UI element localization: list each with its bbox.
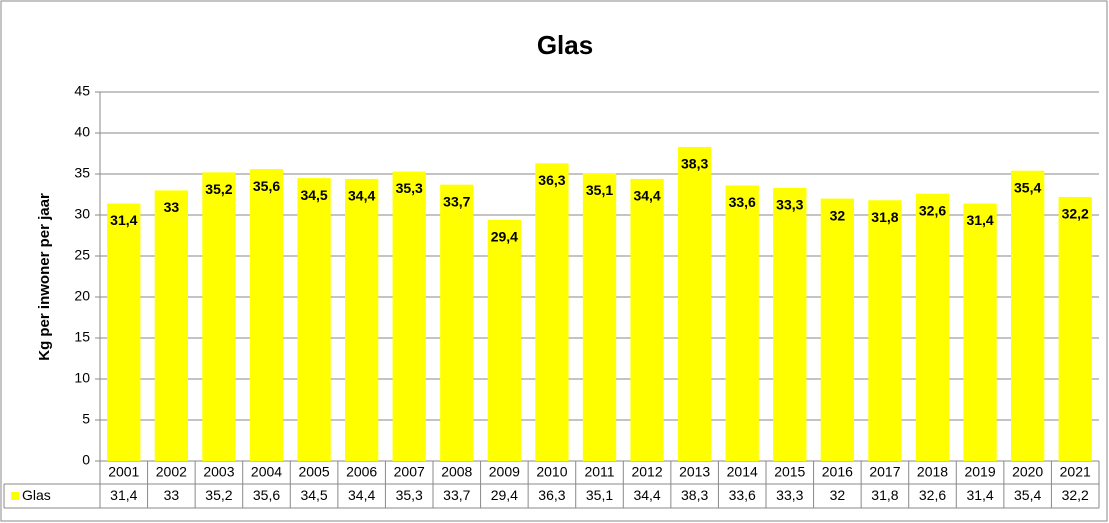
table-value: 31,4 [110,487,137,503]
table-value: 35,6 [253,487,280,503]
bar [107,203,141,461]
data-label: 34,4 [348,188,375,204]
data-label: 35,1 [586,182,613,198]
table-value: 35,2 [205,487,232,503]
bar [202,172,236,462]
table-value: 38,3 [681,487,708,503]
y-tick-label: 40 [74,124,90,140]
y-tick-label: 30 [74,206,90,222]
y-tick-label: 15 [74,329,90,345]
table-value: 32,6 [919,487,946,503]
bar [677,146,712,461]
data-label: 35,6 [253,178,280,194]
x-tick-label: 2004 [251,464,282,480]
x-tick-label: 2001 [108,464,139,480]
table-value: 35,4 [1014,487,1041,503]
table-value: 33,3 [776,487,803,503]
bar [820,198,855,461]
table-value: 32,2 [1062,487,1089,503]
y-tick-label: 25 [74,247,90,263]
x-tick-label: 2016 [822,464,853,480]
table-value: 33 [164,487,180,503]
table-value: 35,3 [396,487,423,503]
table-value: 31,4 [966,487,993,503]
data-label: 33 [164,199,180,215]
y-tick-label: 35 [74,165,90,181]
x-tick-label: 2007 [394,464,425,480]
data-label: 34,5 [300,187,327,203]
y-tick-label: 20 [74,288,90,304]
bar [630,178,664,462]
x-tick-label: 2006 [346,464,377,480]
x-tick-label: 2003 [203,464,234,480]
bar [392,171,426,462]
y-tick-label: 0 [82,452,90,468]
table-value: 34,4 [633,487,660,503]
data-label: 33,6 [729,194,756,210]
x-tick-label: 2012 [631,464,662,480]
bar [582,173,617,461]
data-label: 36,3 [538,172,565,188]
x-tick-label: 2014 [727,464,758,480]
bar [1010,170,1045,461]
y-axis-label: Kg per inwoner per jaar [36,193,53,361]
data-label: 34,4 [633,188,660,204]
bar [487,219,522,461]
x-tick-label: 2008 [441,464,472,480]
x-tick-label: 2018 [917,464,948,480]
data-label: 35,4 [1014,179,1041,195]
bar [154,190,189,461]
bar [297,178,331,461]
data-label: 32,2 [1062,206,1089,222]
bar [1058,196,1092,461]
legend-key [11,492,19,500]
data-label: 32,6 [919,202,946,218]
data-label: 35,3 [396,180,423,196]
bar [535,163,569,461]
bar [344,178,379,462]
x-tick-label: 2002 [156,464,187,480]
bar [249,169,284,461]
y-tick-label: 45 [74,83,90,99]
table-value: 33,7 [443,487,470,503]
data-label: 31,4 [110,212,137,228]
table-value: 36,3 [538,487,565,503]
data-label: 31,4 [966,212,993,228]
bar [725,185,759,462]
x-tick-label: 2011 [584,464,614,480]
x-tick-label: 2009 [489,464,520,480]
x-tick-label: 2013 [679,464,710,480]
data-label: 33,3 [776,197,803,213]
data-label: 38,3 [681,156,708,172]
data-label: 29,4 [491,229,518,245]
x-tick-label: 2019 [964,464,995,480]
x-tick-label: 2005 [298,464,329,480]
data-label: 32 [830,207,846,223]
table-value: 29,4 [491,487,518,503]
data-label: 35,2 [205,181,232,197]
y-tick-label: 5 [82,411,90,427]
y-tick-label: 10 [74,370,90,386]
chart-title: Glas [537,30,593,60]
table-value: 35,1 [586,487,613,503]
table-value: 34,5 [300,487,327,503]
bar [773,187,807,461]
bar [915,193,950,461]
table-value: 31,8 [871,487,898,503]
table-value: 33,6 [729,487,756,503]
x-tick-label: 2017 [869,464,900,480]
x-tick-label: 2021 [1060,464,1091,480]
x-tick-label: 2020 [1012,464,1043,480]
legend-label: Glas [22,487,51,503]
table-value: 34,4 [348,487,375,503]
data-label: 33,7 [443,193,470,209]
x-tick-label: 2010 [536,464,567,480]
table-value: 32 [830,487,846,503]
x-tick-label: 2015 [774,464,805,480]
data-label: 31,8 [871,209,898,225]
bar [963,203,997,461]
bar [440,184,474,461]
bar [868,200,902,462]
